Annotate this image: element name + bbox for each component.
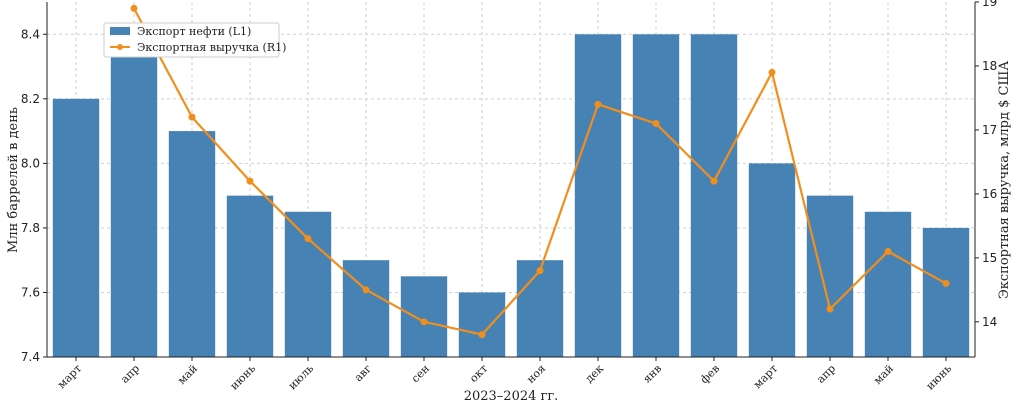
x-tick-label: июль (286, 362, 316, 392)
x-tick-label: сен (409, 362, 432, 385)
legend-line-marker (117, 44, 123, 50)
left-tick-label: 7.8 (21, 221, 40, 235)
bar (632, 34, 680, 357)
line-point (362, 286, 370, 294)
bar (574, 34, 622, 357)
line-point (942, 279, 950, 287)
x-tick-label: ноя (524, 362, 548, 386)
line-point (246, 177, 254, 185)
left-tick-label: 8.4 (21, 27, 40, 41)
x-tick-label: апр (118, 362, 142, 386)
bar (52, 98, 100, 358)
legend-bar-label: Экспорт нефти (L1) (137, 25, 251, 38)
x-tick-label: март (55, 362, 84, 391)
right-tick-label: 16 (982, 187, 997, 201)
bar (110, 34, 158, 357)
left-tick-label: 8.0 (21, 156, 40, 170)
line-point (884, 247, 892, 255)
bar (864, 211, 912, 357)
right-tick-label: 15 (982, 251, 997, 265)
bar (806, 195, 854, 357)
bar (748, 163, 796, 357)
revenue-line (130, 4, 950, 339)
line-point (188, 113, 196, 121)
x-tick-label: апр (814, 362, 838, 386)
left-tick-label: 7.6 (21, 285, 40, 299)
x-tick-label: июнь (228, 362, 259, 393)
x-axis-ticks: март апр май июнь июль авг сен окт ноя дек янв фев м… (55, 357, 954, 393)
legend-bar-swatch (110, 27, 130, 35)
right-tick-label: 17 (982, 123, 997, 137)
right-tick-label: 19 (982, 0, 997, 9)
x-tick-label: май (175, 362, 200, 387)
x-tick-label: авг (352, 362, 374, 384)
right-tick-label: 18 (982, 59, 997, 73)
line-point (826, 305, 834, 313)
right-axis-title: Экспортная выручка, млрд $ США (997, 61, 1012, 299)
bar (168, 131, 216, 357)
axes (46, 2, 976, 358)
left-tick-label: 7.4 (21, 350, 40, 364)
line-point (594, 100, 602, 108)
line-point (304, 235, 312, 243)
bar (690, 34, 738, 357)
bar (922, 227, 970, 357)
x-tick-label: окт (467, 362, 490, 385)
right-tick-label: 14 (982, 315, 997, 329)
legend: Экспорт нефти (L1) Экспортная выручка (R… (103, 22, 286, 58)
line-point (420, 318, 428, 326)
line-point (478, 331, 486, 339)
bar (226, 195, 274, 357)
line-point (536, 267, 544, 275)
legend-box (103, 22, 280, 58)
line-point (652, 120, 660, 128)
bar (516, 260, 564, 357)
left-axis-ticks: 7.4 7.6 7.8 8.0 8.2 8.4 (21, 27, 47, 364)
x-tick-label: март (751, 362, 780, 391)
left-axis-title: Млн баррелей в день (6, 107, 21, 253)
x-tick-label: июнь (924, 362, 955, 393)
bar (284, 211, 332, 357)
line-point (130, 4, 138, 12)
bar (458, 292, 506, 357)
x-tick-label: дек (583, 362, 607, 386)
x-tick-label: янв (640, 362, 664, 386)
x-tick-label: май (871, 362, 896, 387)
legend-line-label: Экспортная выручка (R1) (137, 41, 286, 54)
bars (52, 34, 970, 358)
x-axis-title: 2023–2024 гг. (464, 389, 559, 404)
left-tick-label: 8.2 (21, 92, 40, 106)
right-axis-ticks: 14 15 16 17 18 19 (975, 0, 997, 329)
line-point (768, 68, 776, 76)
x-tick-label: фев (698, 362, 722, 386)
line-point (710, 177, 718, 185)
bar (400, 276, 448, 357)
